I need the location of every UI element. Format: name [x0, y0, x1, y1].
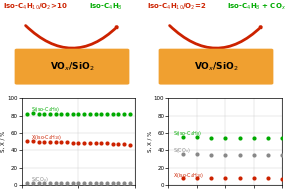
Point: [82, 141, 86, 144]
Point: [110, 143, 115, 146]
Point: [71, 182, 75, 185]
Point: [105, 182, 109, 185]
Text: Iso-C$_4$H$_8$ + CO$_x$: Iso-C$_4$H$_8$ + CO$_x$: [227, 2, 286, 12]
Point: [59, 140, 64, 143]
Point: [42, 112, 47, 115]
Point: [237, 177, 242, 180]
Text: Iso-C$_4$H$_{10}$/O$_2$>10: Iso-C$_4$H$_{10}$/O$_2$>10: [3, 2, 67, 12]
Text: Iso-C$_4$H$_8$: Iso-C$_4$H$_8$: [89, 2, 122, 12]
Point: [99, 112, 104, 115]
Point: [25, 139, 30, 142]
Point: [65, 140, 69, 143]
Point: [88, 112, 92, 115]
Point: [180, 177, 185, 180]
Point: [54, 182, 58, 185]
Point: [280, 178, 285, 181]
Point: [88, 141, 92, 144]
Point: [82, 112, 86, 115]
Point: [122, 112, 126, 115]
Point: [251, 137, 256, 140]
Point: [195, 177, 199, 180]
Point: [266, 137, 270, 140]
FancyArrowPatch shape: [170, 26, 261, 48]
Point: [251, 177, 256, 180]
Text: Iso-C$_4$H$_{10}$/O$_2$=2: Iso-C$_4$H$_{10}$/O$_2$=2: [147, 2, 206, 12]
Point: [31, 139, 35, 142]
Point: [122, 182, 126, 185]
Point: [223, 177, 228, 180]
Point: [31, 182, 35, 185]
Point: [116, 143, 121, 146]
Point: [36, 112, 41, 115]
Point: [54, 112, 58, 115]
Point: [48, 140, 52, 143]
Point: [65, 182, 69, 185]
Point: [93, 182, 98, 185]
Point: [209, 177, 213, 180]
Point: [54, 140, 58, 143]
Point: [116, 112, 121, 115]
Point: [36, 182, 41, 185]
Point: [36, 140, 41, 143]
FancyArrowPatch shape: [26, 26, 117, 48]
Point: [42, 140, 47, 143]
Point: [105, 142, 109, 145]
Point: [266, 177, 270, 180]
Point: [280, 153, 285, 156]
Point: [110, 182, 115, 185]
Point: [88, 182, 92, 185]
Point: [180, 152, 185, 155]
Point: [266, 153, 270, 156]
Point: [209, 137, 213, 140]
Text: S(CO$_x$): S(CO$_x$): [31, 175, 49, 184]
Point: [99, 182, 104, 185]
Text: VO$_x$/SiO$_2$: VO$_x$/SiO$_2$: [50, 61, 94, 73]
Point: [116, 182, 121, 185]
Point: [251, 153, 256, 156]
Point: [110, 112, 115, 115]
Text: X(iso-C$_4$H$_{10}$): X(iso-C$_4$H$_{10}$): [31, 133, 62, 142]
Point: [180, 136, 185, 139]
Point: [65, 112, 69, 115]
Point: [48, 182, 52, 185]
Point: [223, 153, 228, 156]
Point: [93, 142, 98, 145]
Point: [59, 112, 64, 115]
Point: [237, 137, 242, 140]
Point: [280, 137, 285, 140]
Point: [223, 137, 228, 140]
Point: [99, 142, 104, 145]
Text: S(iso-C$_4$H$_8$): S(iso-C$_4$H$_8$): [31, 105, 60, 114]
Point: [31, 112, 35, 115]
Point: [71, 141, 75, 144]
Point: [209, 153, 213, 156]
Point: [127, 112, 132, 115]
Point: [59, 182, 64, 185]
Text: VO$_x$/SiO$_2$: VO$_x$/SiO$_2$: [194, 61, 238, 73]
Point: [76, 112, 81, 115]
Y-axis label: S, X / %: S, X / %: [147, 131, 152, 152]
FancyBboxPatch shape: [15, 49, 129, 85]
Point: [105, 112, 109, 115]
Point: [25, 112, 30, 115]
Text: X(iso-C$_4$H$_{10}$): X(iso-C$_4$H$_{10}$): [173, 170, 204, 180]
FancyBboxPatch shape: [159, 49, 273, 85]
Point: [93, 112, 98, 115]
Point: [25, 182, 30, 185]
Y-axis label: S, X / %: S, X / %: [1, 131, 5, 152]
Text: S(CO$_x$): S(CO$_x$): [173, 146, 191, 155]
Point: [82, 182, 86, 185]
Point: [237, 153, 242, 156]
Text: S(iso-C$_4$H$_8$): S(iso-C$_4$H$_8$): [173, 129, 202, 138]
Point: [42, 182, 47, 185]
Point: [195, 136, 199, 139]
Point: [48, 112, 52, 115]
Point: [127, 144, 132, 147]
Point: [122, 143, 126, 146]
Point: [127, 182, 132, 185]
Point: [71, 112, 75, 115]
Point: [195, 152, 199, 155]
Point: [76, 182, 81, 185]
Point: [76, 141, 81, 144]
